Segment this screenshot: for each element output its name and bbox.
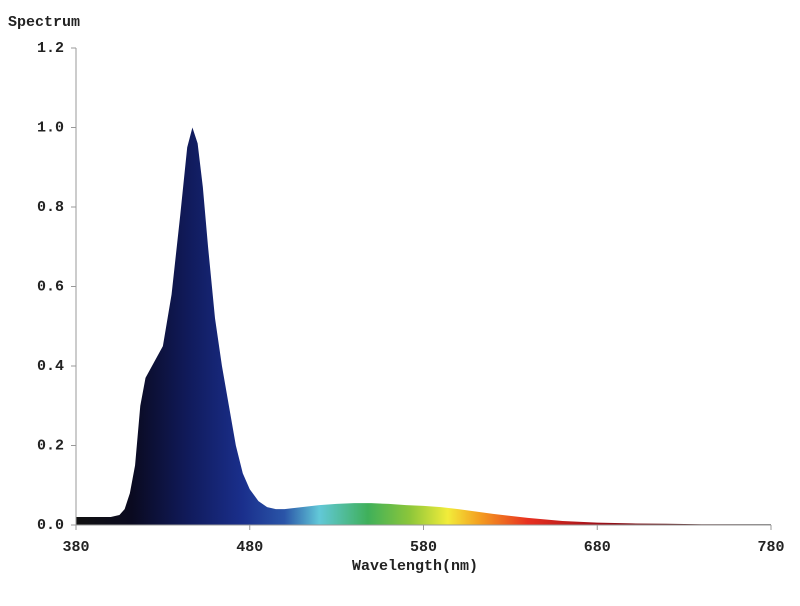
y-tick-label: 0.0 xyxy=(37,517,64,534)
y-tick-label: 0.6 xyxy=(37,278,64,295)
x-axis-label: Wavelength(nm) xyxy=(352,558,478,575)
x-tick-label: 480 xyxy=(236,539,263,556)
y-tick-label: 1.2 xyxy=(37,40,64,57)
x-tick-label: 580 xyxy=(410,539,437,556)
chart-title: Spectrum xyxy=(8,14,80,31)
y-tick-label: 0.4 xyxy=(37,358,64,375)
y-tick-label: 0.8 xyxy=(37,199,64,216)
x-tick-label: 380 xyxy=(62,539,89,556)
y-tick-label: 1.0 xyxy=(37,119,64,136)
spectrum-area xyxy=(76,127,771,525)
x-tick-label: 680 xyxy=(584,539,611,556)
x-tick-label: 780 xyxy=(757,539,784,556)
y-tick-label: 0.2 xyxy=(37,437,64,454)
